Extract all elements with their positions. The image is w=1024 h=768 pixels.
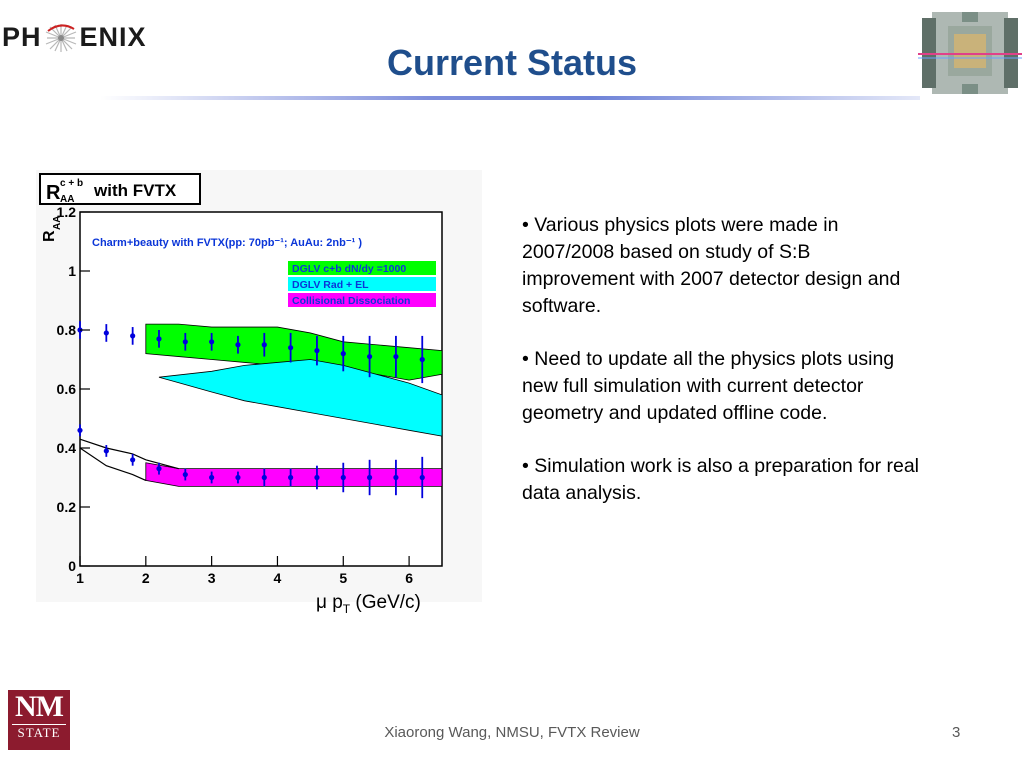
band-1	[158, 359, 443, 437]
x-tick-label: 5	[339, 570, 347, 586]
y-tick-label: 1.2	[57, 204, 77, 220]
data-point	[367, 474, 373, 481]
x-axis-caption-main: μ p	[316, 592, 343, 613]
data-point	[340, 474, 346, 481]
legend-swatch	[288, 277, 436, 291]
x-tick-label: 3	[208, 570, 216, 586]
raa-chart: R c + b AA with FVTX R AA Charm+beauty w…	[39, 173, 443, 586]
chart-title-symbol: R	[46, 182, 61, 204]
band-2	[145, 462, 443, 487]
raa-plot-panel: R c + b AA with FVTX R AA Charm+beauty w…	[36, 170, 482, 602]
legend-swatch	[288, 261, 436, 275]
data-point	[156, 466, 162, 472]
y-tick-label: 0	[68, 558, 76, 574]
x-axis-caption-sub: T	[342, 601, 351, 616]
data-point	[261, 474, 267, 481]
x-tick-label: 2	[142, 570, 150, 586]
data-point	[261, 342, 267, 348]
chart-title-subscript: AA	[60, 194, 74, 205]
data-point	[393, 353, 399, 360]
data-point	[156, 336, 162, 342]
x-axis-caption: μ pT (GeV/c)	[316, 592, 421, 616]
bullet-item: • Need to update all the physics plots u…	[522, 348, 895, 424]
data-point	[235, 342, 241, 348]
data-point	[182, 339, 188, 345]
data-point	[130, 457, 136, 463]
data-point	[314, 474, 320, 481]
band-0	[145, 323, 443, 381]
x-axis-caption-unit: (GeV/c)	[350, 592, 421, 613]
y-tick-label: 1	[68, 263, 76, 279]
y-tick-label: 0.8	[57, 322, 77, 338]
phenix-logo: PH ENIX	[2, 22, 147, 53]
data-point	[367, 353, 373, 360]
y-axis-label-subscript: AA	[52, 216, 63, 230]
y-axis-label: R	[41, 230, 58, 242]
chart-title-superscript: c + b	[60, 178, 83, 189]
chart-subtitle: Charm+beauty with FVTX(pp: 70pb⁻¹; AuAu:…	[92, 237, 362, 249]
curve-0	[79, 447, 147, 481]
data-point	[182, 471, 188, 478]
nmsu-logo-nm: NM	[15, 690, 64, 723]
y-tick-label: 0.2	[57, 499, 77, 515]
legend-label: DGLV Rad + EL	[292, 279, 369, 291]
bullet-item: • Simulation work is also a preparation …	[522, 455, 920, 504]
data-point	[314, 348, 320, 354]
bullet-item: • Various physics plots were made in 200…	[522, 214, 901, 317]
phenix-logo-part2: ENIX	[79, 22, 147, 52]
chart-title-box	[39, 173, 201, 205]
title-underline	[100, 96, 920, 100]
x-tick-label: 6	[405, 570, 413, 586]
y-tick-label: 0.4	[57, 440, 77, 456]
footer-text: Xiaorong Wang, NMSU, FVTX Review	[384, 724, 640, 741]
legend-label: Collisional Dissociation	[292, 295, 410, 307]
data-point	[209, 339, 215, 345]
data-point	[288, 474, 294, 481]
phenix-logo-part1: PH	[2, 22, 42, 52]
data-point	[103, 448, 109, 454]
y-tick-label: 0.6	[57, 381, 77, 397]
data-point	[77, 427, 83, 433]
data-point	[393, 474, 399, 481]
detector-illustration-icon	[918, 12, 1022, 94]
page-number: 3	[952, 724, 961, 741]
data-point	[130, 333, 136, 339]
x-tick-label: 4	[274, 570, 282, 586]
nmsu-logo: NM STATE	[8, 690, 70, 750]
bullet-list: • Various physics plots were made in 200…	[522, 212, 922, 533]
legend-label: DGLV c+b dN/dy =1000	[292, 263, 406, 275]
data-point	[419, 356, 425, 363]
phenix-star-icon	[45, 23, 76, 52]
x-tick-label: 1	[76, 570, 84, 586]
slide-title: Current Status	[386, 42, 638, 83]
legend-swatch	[288, 293, 436, 307]
data-point	[103, 330, 109, 336]
data-point	[235, 474, 241, 481]
data-point	[209, 474, 215, 481]
nmsu-logo-state: STATE	[12, 724, 66, 741]
data-point	[288, 345, 294, 351]
data-point	[419, 474, 425, 481]
data-point	[340, 351, 346, 357]
chart-title: with FVTX	[93, 181, 177, 200]
